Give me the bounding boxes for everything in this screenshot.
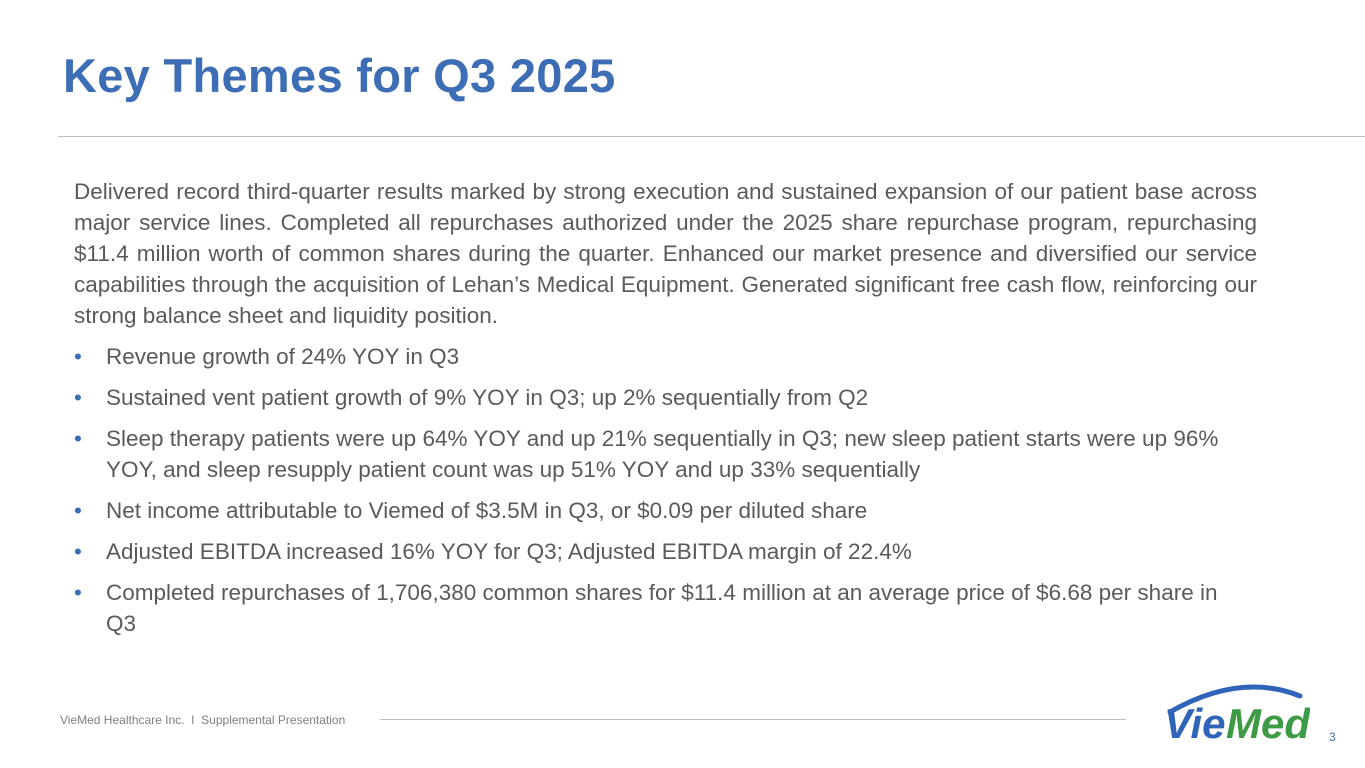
viemed-logo: Vie Med (1164, 684, 1310, 742)
bullet-icon: • (74, 539, 82, 564)
list-item: • Completed repurchases of 1,706,380 comm… (74, 577, 1226, 639)
svg-text:Vie: Vie (1164, 700, 1225, 742)
list-item: • Sustained vent patient growth of 9% YOY… (74, 382, 1226, 413)
footer-text: VieMed Healthcare Inc. I Supplemental Pr… (60, 713, 346, 727)
title-divider (58, 136, 1365, 137)
page-title: Key Themes for Q3 2025 (63, 49, 616, 102)
bullet-icon: • (74, 580, 82, 605)
bullet-icon: • (74, 385, 82, 410)
bullet-icon: • (74, 426, 82, 451)
content: Delivered record third-quarter results m… (74, 176, 1257, 649)
footer-divider (380, 719, 1126, 720)
list-item: • Revenue growth of 24% YOY in Q3 (74, 341, 1226, 372)
highlights-list: • Revenue growth of 24% YOY in Q3 • Sustai… (74, 341, 1257, 639)
summary-paragraph: Delivered record third-quarter results m… (74, 179, 1257, 328)
bullet-icon: • (74, 344, 82, 369)
bullet-icon: • (74, 498, 82, 523)
list-item: • Sleep therapy patients were up 64% YOY … (74, 423, 1226, 485)
list-item: • Adjusted EBITDA increased 16% YOY for Q… (74, 536, 1226, 567)
list-item: • Net income attributable to Viemed of $3… (74, 495, 1226, 526)
svg-text:Med: Med (1226, 700, 1310, 742)
page-number: 3 (1329, 730, 1336, 744)
